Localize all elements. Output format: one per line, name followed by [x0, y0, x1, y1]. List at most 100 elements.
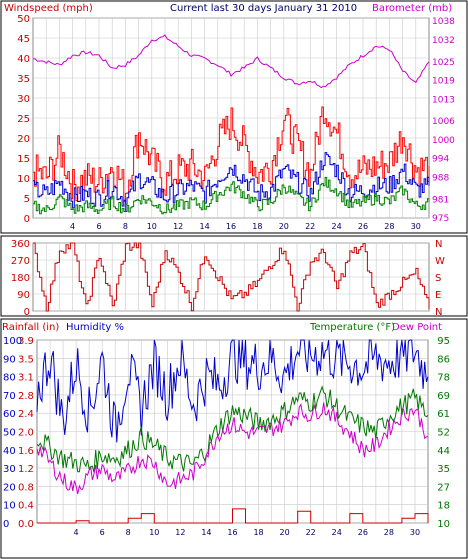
direction-tick-label: 0	[24, 307, 30, 318]
x-tick-label: 12	[173, 222, 183, 231]
temperature-tick-label: 78	[437, 373, 450, 384]
compass-label: N	[435, 239, 442, 250]
chart-title: Current last 30 days January 31 2010	[170, 3, 357, 14]
series-line-wind-average	[33, 152, 430, 212]
x-tick-label: 8	[123, 222, 128, 231]
series-line-rainfall	[37, 508, 429, 524]
x-tick-label: 12	[175, 528, 185, 537]
temperature-tick-label: 86	[437, 354, 450, 365]
right-tick-label: 1038	[432, 17, 455, 27]
temperature-tick-label: 69	[437, 391, 450, 402]
left-tick-label: 50	[17, 14, 30, 25]
rain-tick-label: 0.8	[18, 482, 34, 493]
temperature-tick-label: 44	[437, 446, 450, 457]
x-tick-label: 24	[332, 528, 342, 537]
rainfall-axis-title: Rainfall (in)	[2, 322, 59, 333]
direction-tick-label: 180	[11, 273, 30, 284]
direction-tick-label: 270	[11, 256, 30, 267]
right-tick-label: 1019	[432, 77, 455, 87]
left-tick-label: 30	[17, 94, 30, 105]
x-tick-label: 20	[279, 222, 289, 231]
direction-tick-label: 360	[11, 239, 30, 250]
right-tick-label: 1013	[432, 95, 455, 105]
x-tick-label: 30	[410, 528, 420, 537]
rain-tick-label: 1.2	[18, 464, 34, 475]
left-tick-label: 35	[17, 74, 30, 85]
x-tick-label: 28	[384, 222, 394, 231]
left-tick-label: 45	[17, 34, 30, 45]
rain-tick-label: 1.6	[18, 446, 34, 457]
left-tick-label: 20	[17, 134, 30, 145]
series-line-wind-direction	[33, 242, 430, 312]
rain-tick-label: 2.4	[18, 409, 34, 420]
compass-label: S	[435, 273, 441, 284]
x-tick-label: 22	[305, 222, 315, 231]
left-tick-label: 40	[17, 54, 30, 65]
rain-tick-label: 3.9	[18, 336, 34, 347]
humidity-tick-label: 0	[3, 519, 9, 530]
right-tick-label: 1006	[432, 117, 455, 127]
x-tick-label: 4	[70, 222, 75, 231]
x-tick-label: 8	[126, 528, 131, 537]
series-line-humidity	[36, 339, 429, 443]
x-tick-label: 16	[227, 528, 237, 537]
rain-tick-label: 0.0	[18, 519, 34, 530]
humidity-tick-label: 50	[3, 428, 16, 439]
rain-tick-label: 2.0	[18, 428, 34, 439]
series-line-barometer	[32, 34, 430, 89]
x-tick-label: 30	[411, 222, 421, 231]
right-tick-label: 994	[432, 155, 449, 165]
humidity-tick-label: 90	[3, 354, 16, 365]
x-tick-label: 14	[201, 528, 211, 537]
x-tick-label: 4	[74, 528, 79, 537]
humidity-axis-title: Humidity %	[66, 322, 124, 333]
x-tick-label: 20	[280, 528, 290, 537]
x-tick-label: 10	[147, 222, 157, 231]
right-tick-label: 975	[432, 214, 449, 224]
x-tick-label: 14	[200, 222, 210, 231]
rain-tick-label: 3.5	[18, 354, 34, 365]
humidity-tick-label: 10	[3, 501, 16, 512]
right-tick-label: 1032	[432, 36, 455, 46]
x-tick-label: 18	[252, 222, 262, 231]
x-tick-label: 6	[96, 222, 101, 231]
compass-label: N	[435, 307, 442, 318]
x-tick-label: 10	[149, 528, 159, 537]
humidity-tick-label: 40	[3, 446, 16, 457]
humidity-tick-label: 70	[3, 391, 16, 402]
series-line-windspeed	[33, 106, 430, 202]
direction-tick-label: 90	[17, 290, 30, 301]
series-line-temperature	[36, 385, 429, 473]
dewpoint-axis-title: Dew Point	[392, 322, 442, 333]
compass-label: W	[435, 256, 445, 267]
x-tick-label: 16	[226, 222, 236, 231]
series-line-dewpoint	[36, 402, 428, 495]
humidity-tick-label: 20	[3, 482, 16, 493]
x-tick-label: 6	[100, 528, 105, 537]
temperature-tick-label: 27	[437, 482, 450, 493]
x-tick-label: 26	[358, 222, 368, 231]
barometer-axis-title: Barometer (mb)	[372, 3, 452, 14]
x-tick-label: 22	[306, 528, 316, 537]
temperature-tick-label: 61	[437, 409, 450, 420]
temperature-tick-label: 35	[437, 464, 450, 475]
series-line-wind-low	[33, 176, 430, 215]
left-tick-label: 5	[24, 194, 30, 205]
rain-tick-label: 0.4	[18, 501, 34, 512]
left-tick-label: 15	[17, 154, 30, 165]
x-tick-label: 26	[358, 528, 368, 537]
humidity-tick-label: 60	[3, 409, 16, 420]
compass-label: E	[435, 290, 441, 301]
left-tick-label: 10	[17, 174, 30, 185]
left-tick-label: 25	[17, 114, 30, 125]
right-tick-label: 988	[432, 173, 449, 183]
temperature-tick-label: 10	[437, 519, 450, 530]
rain-tick-label: 2.8	[18, 391, 34, 402]
temperature-tick-label: 95	[437, 336, 450, 347]
humidity-tick-label: 30	[3, 464, 16, 475]
humidity-tick-label: 80	[3, 373, 16, 384]
